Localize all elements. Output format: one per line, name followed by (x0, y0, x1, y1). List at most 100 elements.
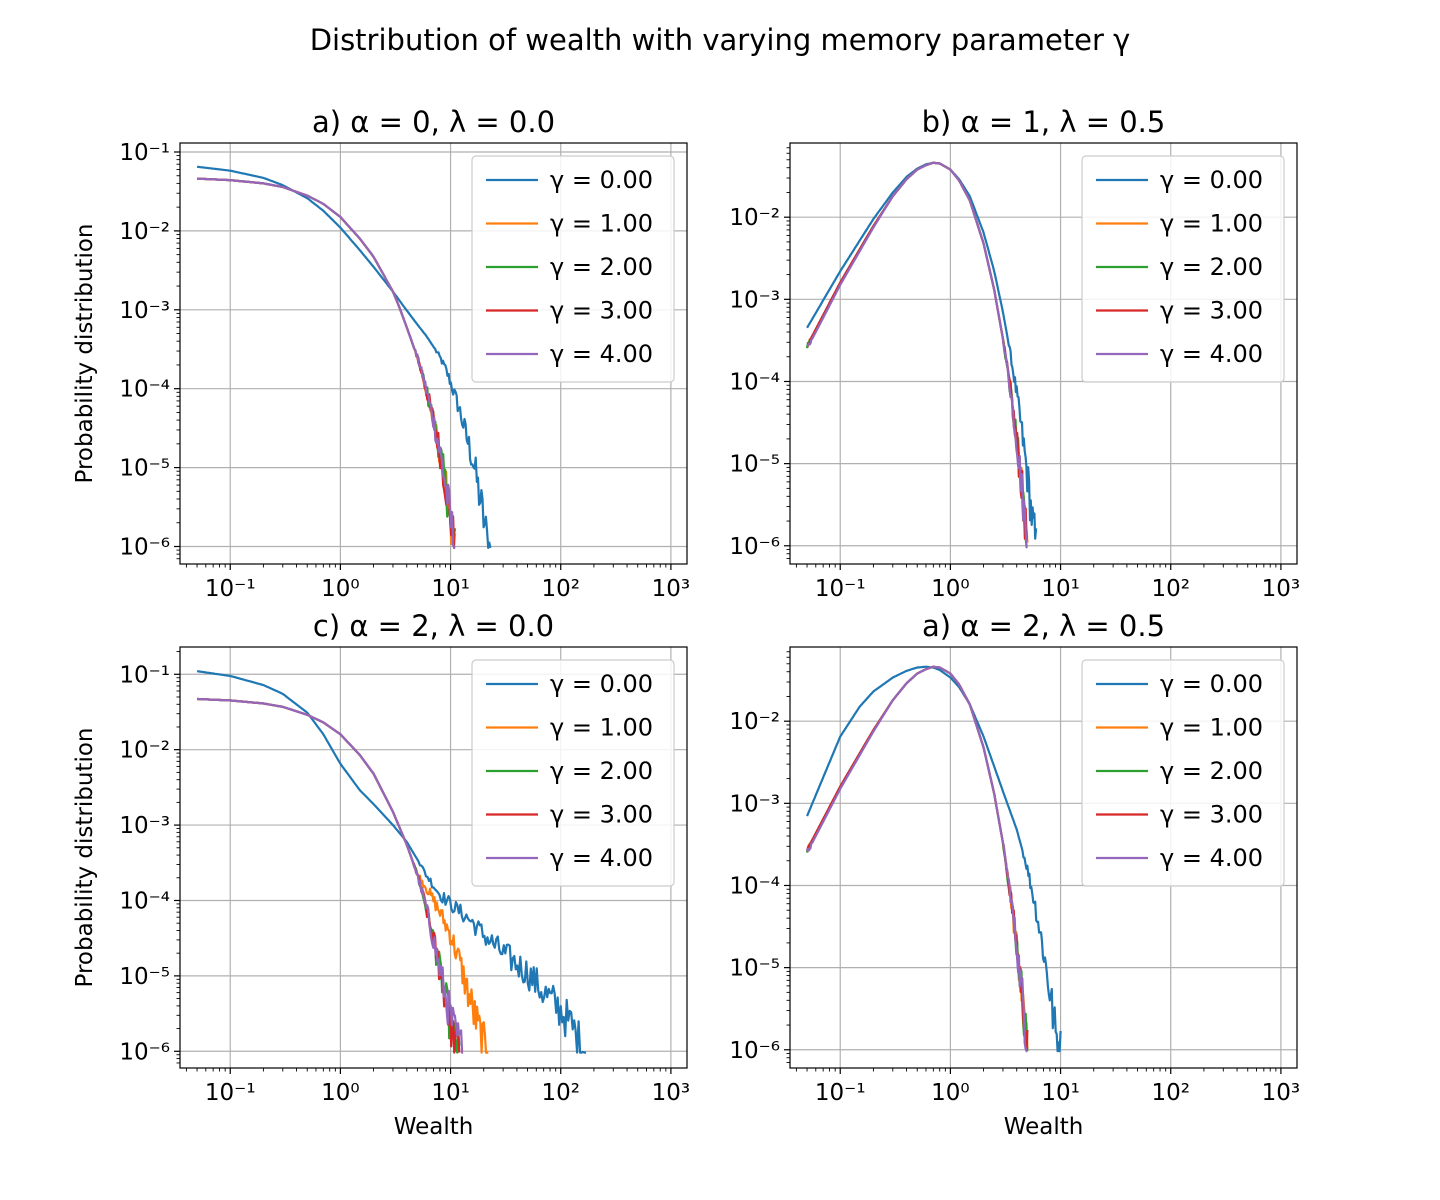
legend-label-5: γ = 4.00 (1160, 844, 1263, 872)
y-tick-label: 10⁻² (119, 738, 170, 764)
x-axis-label: Wealth (1004, 1114, 1084, 1140)
x-tick-label: 10³ (1262, 576, 1301, 602)
series-line-5 (197, 697, 464, 1054)
legend-label-2: γ = 1.00 (1160, 714, 1263, 742)
y-tick-label: 10⁻³ (119, 298, 170, 324)
legend-label-4: γ = 3.00 (550, 801, 653, 829)
y-tick-label: 10⁻⁴ (119, 888, 170, 914)
y-tick-label: 10⁻⁶ (729, 1038, 780, 1064)
legend-label-1: γ = 0.00 (550, 670, 653, 698)
x-tick-label: 10⁰ (931, 576, 970, 602)
y-tick-label: 10⁻⁶ (119, 1039, 170, 1065)
legend-label-2: γ = 1.00 (1160, 210, 1263, 238)
minor-ticks (176, 155, 667, 568)
legend-label-4: γ = 3.00 (1160, 297, 1263, 325)
panel-title: a) α = 0, λ = 0.0 (312, 105, 555, 139)
legend-label-3: γ = 2.00 (550, 253, 653, 281)
series-lines (806, 161, 1038, 549)
chart-panel-1: 10⁻¹ 10⁰ 10¹ 10² 10³10⁻⁶10⁻⁵10⁻⁴10⁻³10⁻²10⁻¹… (72, 105, 690, 602)
y-tick-label: 10⁻⁴ (119, 377, 170, 403)
legend-label-5: γ = 4.00 (550, 844, 653, 872)
series-line-5 (806, 161, 1028, 549)
series-line-5 (197, 177, 456, 549)
y-tick-label: 10⁻² (729, 709, 780, 735)
x-tick-label: 10¹ (431, 576, 470, 602)
ticks: 10⁻¹ 10⁰ 10¹ 10² 10³ 10⁻⁶ 10⁻⁵ 10⁻⁴ 10⁻³ 10⁻² (729, 205, 1300, 602)
y-tick-label: 10⁻² (729, 205, 780, 231)
x-tick-label: 10¹ (1041, 1080, 1080, 1106)
legend-label-1: γ = 0.00 (1160, 670, 1263, 698)
legend-label-4: γ = 3.00 (550, 297, 653, 325)
x-tick-label: 10⁻¹ (815, 1080, 866, 1106)
x-tick-label: 10³ (652, 1080, 691, 1106)
y-tick-label: 10⁻³ (119, 813, 170, 839)
y-tick-label: 10⁻³ (729, 791, 780, 817)
legend-label-4: γ = 3.00 (1160, 801, 1263, 829)
x-tick-label: 10² (541, 576, 580, 602)
x-tick-label: 10⁰ (321, 576, 360, 602)
series-lines (806, 665, 1062, 1053)
legend-box (471, 659, 675, 887)
legend-box (1081, 659, 1285, 887)
legend-label-1: γ = 0.00 (550, 166, 653, 194)
y-tick-label: 10⁻¹ (119, 140, 170, 166)
y-tick-label: 10⁻⁴ (729, 873, 780, 899)
y-tick-label: 10⁻⁶ (729, 534, 780, 560)
series-lines (197, 165, 492, 549)
legend: γ = 0.00 γ = 1.00 γ = 2.00 γ = 3.00 γ = 4.00 (1081, 155, 1285, 383)
legend-label-3: γ = 2.00 (550, 757, 653, 785)
y-tick-label: 10⁻⁵ (729, 956, 780, 982)
figure-suptitle: Distribution of wealth with varying memo… (310, 23, 1131, 57)
x-tick-label: 10¹ (1041, 576, 1080, 602)
x-tick-label: 10² (1151, 576, 1190, 602)
panel-title: a) α = 2, λ = 0.5 (922, 609, 1165, 643)
legend-label-3: γ = 2.00 (1160, 253, 1263, 281)
x-tick-label: 10⁰ (931, 1080, 970, 1106)
x-tick-label: 10⁻¹ (205, 1080, 256, 1106)
x-axis-label: Wealth (394, 1114, 474, 1140)
x-tick-label: 10³ (1262, 1080, 1301, 1106)
series-line-1 (196, 670, 587, 1054)
legend-label-5: γ = 4.00 (550, 340, 653, 368)
y-axis-label: Probability distribution (72, 728, 98, 988)
panel-title: b) α = 1, λ = 0.5 (922, 105, 1166, 139)
minor-ticks (176, 651, 667, 1072)
chart-panel-2: 10⁻¹ 10⁰ 10¹ 10² 10³ 10⁻⁶ 10⁻⁵ 10⁻⁴ 10⁻³ 10⁻² b) α… (729, 105, 1300, 602)
legend: γ = 0.00 γ = 1.00 γ = 2.00 γ = 3.00 γ = 4.00 (1081, 659, 1285, 887)
ticks: 10⁻¹ 10⁰ 10¹ 10² 10³ 10⁻⁶ 10⁻⁵ 10⁻⁴ 10⁻³ 10⁻² (729, 709, 1300, 1106)
legend: γ = 0.00 γ = 1.00 γ = 2.00 γ = 3.00 γ = 4.00 (471, 659, 675, 887)
ticks: 10⁻¹ 10⁰ 10¹ 10² 10³ 10⁻⁶ 10⁻⁵ 10⁻⁴ 10⁻³ 10⁻² 10⁻¹ (119, 140, 690, 602)
panel-title: c) α = 2, λ = 0.0 (313, 609, 554, 643)
series-line-1 (197, 165, 492, 549)
y-tick-label: 10⁻⁵ (119, 964, 170, 990)
y-tick-label: 10⁻² (119, 219, 170, 245)
x-tick-label: 10² (541, 1080, 580, 1106)
legend-box (471, 155, 675, 383)
y-tick-label: 10⁻⁵ (119, 456, 170, 482)
y-tick-label: 10⁻⁵ (729, 452, 780, 478)
legend: γ = 0.00 γ = 1.00 γ = 2.00 γ = 3.00 γ = 4.00 (471, 155, 675, 383)
ticks: 10⁻¹ 10⁰ 10¹ 10² 10³ 10⁻⁶ 10⁻⁵ 10⁻⁴ 10⁻³ 10⁻² 10⁻¹ (119, 662, 690, 1106)
minor-ticks (786, 147, 1277, 568)
legend-label-2: γ = 1.00 (550, 210, 653, 238)
y-axis-label: Probability distribution (72, 224, 98, 484)
minor-ticks (786, 651, 1277, 1072)
y-tick-label: 10⁻³ (729, 287, 780, 313)
x-tick-label: 10⁻¹ (205, 576, 256, 602)
x-tick-label: 10² (1151, 1080, 1190, 1106)
legend-label-3: γ = 2.00 (1160, 757, 1263, 785)
y-tick-label: 10⁻⁶ (119, 534, 170, 560)
x-tick-label: 10⁰ (321, 1080, 360, 1106)
legend-label-2: γ = 1.00 (550, 714, 653, 742)
y-tick-label: 10⁻¹ (119, 662, 170, 688)
y-tick-label: 10⁻⁴ (729, 369, 780, 395)
series-lines (196, 670, 587, 1054)
x-tick-label: 10¹ (431, 1080, 470, 1106)
panels: 10⁻¹ 10⁰ 10¹ 10² 10³10⁻⁶10⁻⁵10⁻⁴10⁻³10⁻²10⁻¹… (72, 105, 1300, 1140)
series-line-5 (806, 665, 1028, 1053)
legend-label-1: γ = 0.00 (1160, 166, 1263, 194)
legend-box (1081, 155, 1285, 383)
chart-panel-3: 10⁻¹ 10⁰ 10¹ 10² 10³10⁻⁶10⁻⁵10⁻⁴10⁻³10⁻²10⁻¹… (72, 609, 690, 1140)
chart-panel-4: 10⁻¹ 10⁰ 10¹ 10² 10³ 10⁻⁶ 10⁻⁵ 10⁻⁴ 10⁻³ 10⁻² a) α… (729, 609, 1300, 1140)
